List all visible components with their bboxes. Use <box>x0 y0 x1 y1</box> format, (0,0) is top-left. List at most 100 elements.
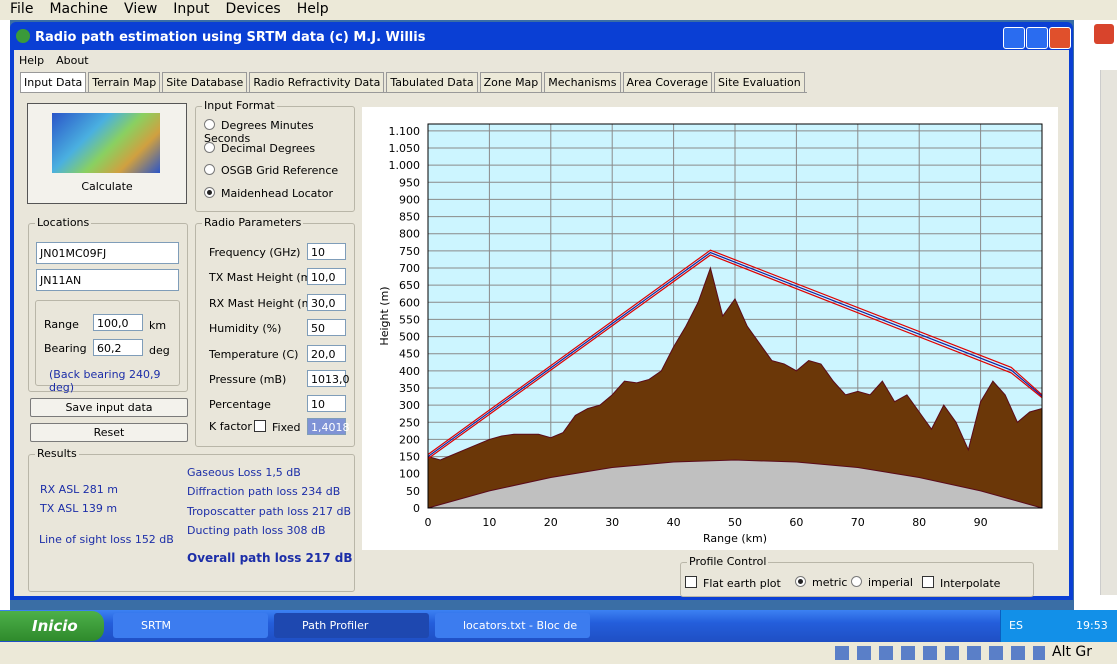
unit: deg <box>149 344 170 357</box>
metric-radio[interactable]: metric <box>795 576 847 589</box>
radio[interactable] <box>204 186 215 198</box>
imperial-radio[interactable]: imperial <box>851 576 913 589</box>
radio[interactable] <box>204 164 215 175</box>
label: Pressure (mB) <box>209 373 287 386</box>
start-button[interactable]: Inicio <box>0 611 104 641</box>
label: RX Mast Height (m) <box>209 296 317 310</box>
tab[interactable]: Zone Map <box>479 72 543 92</box>
input[interactable]: 10 <box>307 395 346 413</box>
y-tick-label: 650 <box>399 279 420 292</box>
label: Interpolate <box>940 577 1001 590</box>
tab[interactable]: Area Coverage <box>622 72 713 92</box>
label: Degrees Minutes Seconds <box>204 119 314 145</box>
menu-item[interactable]: Help <box>296 1 329 17</box>
y-tick-label: 1.100 <box>389 125 421 138</box>
label: OSGB Grid Reference <box>221 164 339 177</box>
reset-button[interactable]: Reset <box>30 423 188 442</box>
status-icons <box>835 646 1045 660</box>
tx-locator[interactable]: JN01MC09FJ <box>36 242 179 264</box>
input[interactable]: 50 <box>307 319 346 337</box>
label: imperial <box>868 576 913 589</box>
group-title: Radio Parameters <box>202 216 304 229</box>
range-input[interactable]: 100,0 <box>93 314 143 331</box>
result: TX ASL 139 m <box>40 502 118 515</box>
close-button[interactable] <box>1049 27 1071 49</box>
radio[interactable] <box>204 119 215 130</box>
radio[interactable] <box>204 141 215 153</box>
y-tick-label: 600 <box>399 296 420 309</box>
altgr: Alt Gr <box>1052 644 1093 660</box>
locations-group: Locations JN01MC09FJ JN11AN Range 100,0 … <box>28 216 188 394</box>
x-tick-label: 20 <box>544 516 558 529</box>
format-radio[interactable]: OSGB Grid Reference <box>204 164 338 177</box>
fixed-checkbox[interactable]: Fixed <box>254 420 301 434</box>
y-tick-label: 950 <box>399 176 420 189</box>
calculate-button[interactable]: Calculate <box>27 103 187 204</box>
clock: 19:53 <box>1076 619 1108 632</box>
minimize-button[interactable] <box>1003 27 1025 49</box>
menu-item[interactable]: About <box>56 54 89 67</box>
input[interactable]: 1013,0 <box>307 370 350 387</box>
flat-earth-checkbox[interactable]: Flat earth plot <box>685 576 781 590</box>
menu-item[interactable]: View <box>124 1 158 17</box>
menu-item[interactable]: File <box>10 1 34 17</box>
input[interactable]: 10,0 <box>307 268 346 286</box>
save-button[interactable]: Save input data <box>30 398 188 417</box>
tab[interactable]: Mechanisms <box>544 72 621 92</box>
task-button[interactable]: Path Profiler <box>274 613 429 638</box>
label: Percentage <box>209 398 271 412</box>
menu-item[interactable]: Devices <box>225 1 281 17</box>
x-tick-label: 80 <box>912 516 926 529</box>
format-radio[interactable]: Maidenhead Locator <box>204 186 333 200</box>
tab[interactable]: Terrain Map <box>88 72 161 92</box>
input-format-group: Input Format Degrees Minutes Seconds Deci… <box>195 99 355 212</box>
interpolate-checkbox[interactable]: Interpolate <box>922 576 1000 590</box>
tab[interactable]: Radio Refractivity Data <box>249 72 385 92</box>
y-tick-label: 100 <box>399 468 420 481</box>
k-factor-value: 1,4018 <box>307 418 350 435</box>
menu-item[interactable]: Machine <box>49 1 109 17</box>
input[interactable]: 20,0 <box>307 344 346 362</box>
path-line <box>427 249 1043 456</box>
task-button[interactable]: SRTM <box>113 613 268 638</box>
rx-locator[interactable]: JN11AN <box>36 269 179 291</box>
menu-item[interactable]: Input <box>173 1 210 17</box>
bearing-input[interactable]: 60,2 <box>93 339 143 356</box>
language[interactable]: ES <box>1009 619 1023 632</box>
maximize-button[interactable] <box>1026 27 1048 49</box>
radio-parameters-group: Radio Parameters Frequency (GHz) 10 TX Mas… <box>195 216 355 447</box>
result: Diffraction path loss 234 dB <box>187 485 341 498</box>
label: Bearing <box>44 342 87 355</box>
y-tick-label: 550 <box>399 313 420 326</box>
scrollbar[interactable] <box>1100 70 1117 595</box>
result: Gaseous Loss 1,5 dB <box>187 466 301 479</box>
x-tick-label: 60 <box>789 516 803 529</box>
task-button[interactable]: locators.txt - Bloc de ... <box>435 613 590 657</box>
input[interactable]: 30,0 <box>307 293 346 311</box>
x-tick-label: 90 <box>974 516 988 529</box>
status-bar: Alt Gr <box>0 642 1117 664</box>
y-tick-label: 750 <box>399 245 420 258</box>
tab[interactable]: Site Evaluation <box>714 72 805 92</box>
tab[interactable]: Tabulated Data <box>386 72 478 92</box>
format-radio[interactable]: Degrees Minutes Seconds <box>204 119 354 145</box>
y-tick-label: 700 <box>399 262 420 275</box>
group-title: Locations <box>35 216 92 229</box>
range-box: Range 100,0 km Bearing 60,2 deg (Back be… <box>35 300 180 394</box>
button-label: Calculate <box>81 180 133 193</box>
x-tick-label: 30 <box>605 516 619 529</box>
tab[interactable]: Input Data <box>20 72 87 92</box>
x-tick-label: 70 <box>851 516 865 529</box>
group-title: Results <box>35 447 79 460</box>
menu-item[interactable]: Help <box>19 54 45 67</box>
input[interactable]: 10 <box>307 243 346 260</box>
y-axis-label: Height (m) <box>378 286 391 345</box>
window-title: Radio path estimation using SRTM data (c… <box>35 30 426 45</box>
label: Flat earth plot <box>703 577 781 590</box>
close-button[interactable] <box>1094 24 1114 44</box>
results-group: Results RX ASL 281 m TX ASL 139 m Line o… <box>28 447 355 592</box>
format-radio[interactable]: Decimal Degrees <box>204 141 315 155</box>
y-tick-label: 850 <box>399 211 420 224</box>
tab[interactable]: Site Database <box>162 72 248 92</box>
